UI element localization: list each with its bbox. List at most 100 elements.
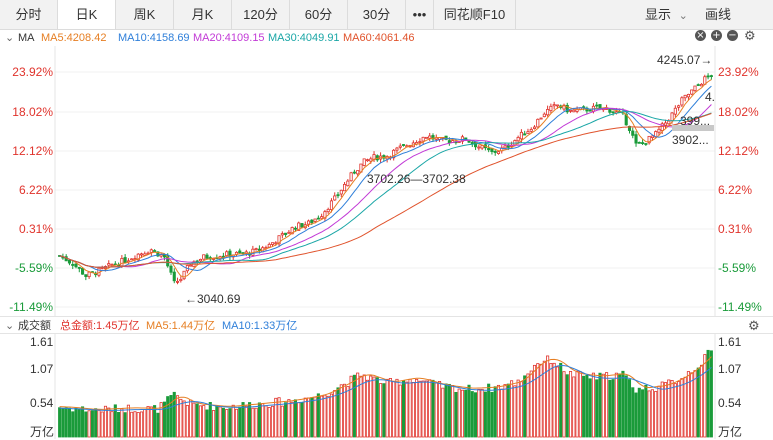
volume-bar: [306, 397, 311, 438]
volume-bar: [329, 393, 334, 438]
tab-0[interactable]: 分时: [0, 0, 58, 29]
candle-body: [398, 145, 402, 148]
candle-body: [644, 143, 648, 145]
volume-bar: [139, 411, 144, 438]
candle-body: [238, 250, 242, 254]
candle-body: [280, 233, 284, 236]
gear-icon[interactable]: ⚙: [748, 319, 760, 334]
draw-line-button[interactable]: 画线: [705, 0, 731, 29]
volume-axis-mid: 1.07: [30, 362, 54, 376]
volume-bar: [388, 378, 392, 438]
collapse-chevron-icon[interactable]: ⌄: [5, 319, 15, 332]
candle-body: [267, 243, 271, 248]
candle-body: [480, 145, 484, 149]
volume-bar: [415, 378, 419, 438]
candle-body: [320, 216, 324, 219]
volume-bar: [156, 412, 160, 438]
volume-bar: [169, 395, 173, 438]
volume-bar: [261, 403, 265, 438]
candle-body: [202, 254, 206, 260]
volume-bar: [428, 379, 432, 438]
candle-body: [87, 271, 91, 278]
candle-body: [677, 105, 681, 108]
candle-body: [356, 170, 360, 175]
volume-bar: [405, 381, 409, 438]
right-axis-label: 6.22%: [718, 183, 753, 197]
volume-bar: [349, 375, 353, 438]
candle-body: [362, 158, 366, 166]
candle-body: [107, 263, 111, 266]
candle-body: [523, 133, 527, 136]
candle-body: [287, 231, 291, 234]
volume-bar: [179, 398, 183, 438]
candle-body: [673, 107, 677, 115]
candle-body: [326, 208, 330, 213]
volume-bar: [270, 405, 275, 438]
tab-3[interactable]: 月K: [174, 0, 232, 29]
tab-1[interactable]: 日K: [58, 0, 116, 29]
volume-bar: [392, 381, 396, 438]
volume-bar: [555, 366, 559, 438]
left-axis-label: 6.22%: [18, 183, 53, 197]
tab-5[interactable]: 60分: [290, 0, 348, 29]
volume-bar: [670, 380, 674, 438]
candle-body: [670, 112, 674, 122]
volume-bar: [192, 402, 196, 438]
volume-bar: [284, 402, 288, 438]
gear-icon[interactable]: ⚙: [744, 29, 756, 44]
right-price-label-2: 399...: [680, 114, 711, 128]
candle-body: [693, 85, 697, 92]
candle-body: [67, 259, 72, 264]
display-menu[interactable]: 显示 ⌄: [645, 0, 688, 29]
zoom-out-icon[interactable]: −: [727, 30, 738, 41]
collapse-chevron-icon[interactable]: ⌄: [5, 31, 15, 44]
candle-body: [546, 109, 550, 116]
volume-bar: [451, 385, 455, 438]
tab-4[interactable]: 120分: [232, 0, 290, 29]
volume-bar: [274, 397, 278, 438]
volume-bar: [97, 409, 101, 438]
candle-body: [503, 145, 507, 149]
volume-bar: [244, 405, 248, 438]
candle-body: [139, 253, 144, 256]
tab-2[interactable]: 周K: [116, 0, 174, 29]
volume-bar: [611, 379, 615, 438]
candle-body: [392, 149, 396, 159]
candle-body: [608, 108, 612, 113]
left-axis-label: 18.02%: [12, 105, 53, 119]
volume-bar: [372, 376, 376, 438]
volume-bar: [709, 350, 713, 438]
tab-8[interactable]: 同花顺F10: [434, 0, 516, 29]
draw-line-label: 画线: [705, 7, 732, 22]
candle-body: [71, 264, 75, 266]
candle-body: [310, 219, 314, 224]
volume-ma5: MA5:1.44万亿: [146, 320, 216, 332]
tab-6[interactable]: 30分: [348, 0, 406, 29]
volume-bar: [437, 381, 442, 438]
candle-body: [487, 148, 491, 151]
volume-bar: [454, 392, 458, 438]
tab-7[interactable]: •••: [406, 0, 434, 29]
volume-bar: [699, 364, 704, 438]
volume-bar: [680, 378, 684, 438]
close-icon[interactable]: ×: [695, 30, 706, 41]
candle-body: [329, 200, 334, 210]
volume-bar: [149, 406, 153, 438]
candle-body: [529, 128, 533, 132]
right-axis-label: 0.31%: [718, 222, 753, 236]
candle-body: [205, 254, 209, 259]
volume-bar: [582, 375, 586, 438]
volume-bar: [313, 396, 317, 438]
period-tab-bar: 分时 日K 周K 月K 120分 60分 30分 ••• 同花顺F10 显示 ⌄ 画线: [0, 0, 773, 30]
volume-legend: ⌄ 成交额 总金额:1.45万亿 MA5:1.44万亿 MA10:1.33万亿 …: [0, 316, 773, 334]
volume-bar: [424, 380, 428, 438]
zoom-in-icon[interactable]: +: [711, 30, 722, 41]
volume-bar: [683, 376, 687, 438]
volume-bar: [300, 401, 304, 438]
volume-bar: [215, 405, 219, 438]
volume-bar: [110, 411, 114, 438]
volume-bar: [641, 389, 645, 438]
candle-body: [637, 141, 641, 144]
volume-bar: [575, 370, 579, 438]
